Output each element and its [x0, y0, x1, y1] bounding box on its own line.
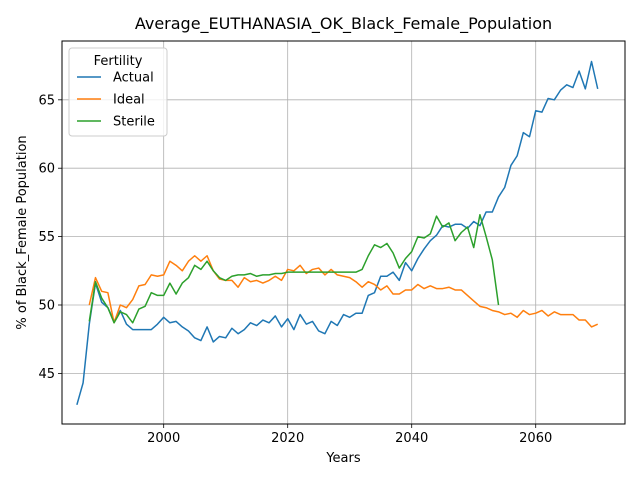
y-axis-label: % of Black_Female Population	[15, 135, 30, 329]
legend-label-ideal: Ideal	[113, 93, 145, 108]
y-tick-label: 50	[38, 298, 55, 313]
series-line-actual	[76, 60, 599, 406]
x-tick-label: 2020	[271, 431, 304, 446]
series-lines	[76, 60, 599, 406]
x-axis-label: Years	[325, 451, 361, 466]
axis-ticks: 2000 2020 2040 2060 45 50 55 60 65	[38, 93, 552, 446]
y-tick-label: 45	[38, 367, 55, 382]
plot-frame	[61, 40, 626, 425]
legend-title: Fertility	[94, 54, 143, 69]
chart-title: Average_EUTHANASIA_OK_Black_Female_Popul…	[135, 14, 552, 34]
legend: Fertility Actual Ideal Sterile	[68, 47, 168, 137]
legend-box	[68, 47, 168, 137]
y-tick-label: 60	[38, 162, 55, 177]
series-line-ideal	[88, 255, 599, 328]
y-tick-label: 55	[38, 230, 55, 245]
grid-lines	[62, 41, 625, 424]
x-tick-label: 2000	[147, 431, 180, 446]
y-tick-label: 65	[38, 93, 55, 108]
legend-label-actual: Actual	[113, 71, 154, 86]
legend-label-sterile: Sterile	[113, 115, 155, 130]
x-tick-label: 2060	[519, 431, 552, 446]
x-tick-label: 2040	[395, 431, 428, 446]
series-line-sterile	[88, 213, 500, 324]
